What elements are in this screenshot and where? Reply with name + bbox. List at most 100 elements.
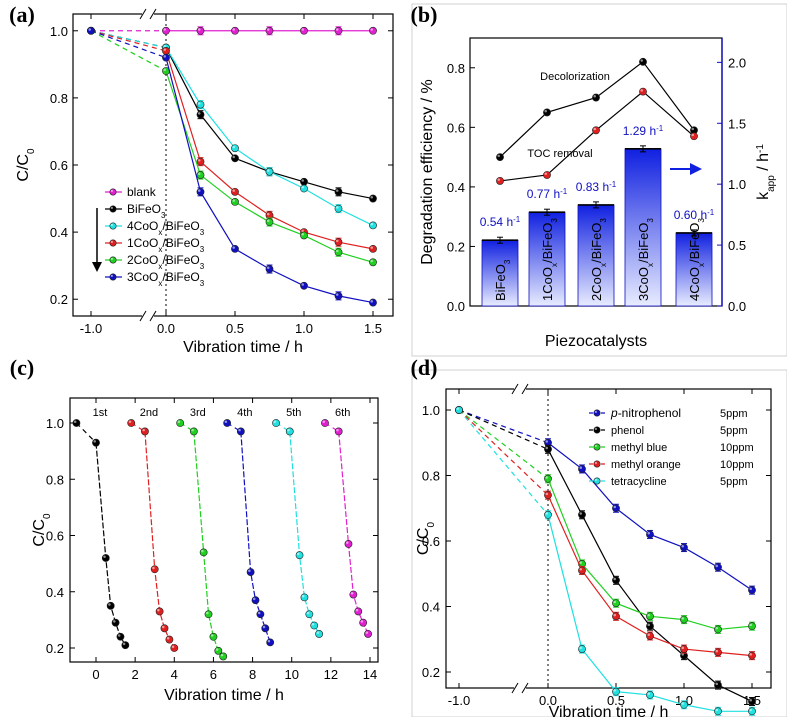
data-point-highlight [544, 172, 547, 175]
data-point-highlight [350, 592, 354, 595]
data-point [315, 630, 324, 638]
data-point [251, 596, 260, 605]
data-point-highlight [266, 266, 270, 270]
data-point-highlight [301, 185, 304, 189]
category-label: BiFeO3 [493, 259, 512, 301]
data-point-highlight [103, 555, 106, 558]
y-tick-label: 0.4 [447, 180, 465, 195]
data-point-highlight [197, 189, 201, 192]
data-point [578, 465, 586, 473]
data-point-highlight [177, 420, 181, 423]
data-point [612, 687, 620, 696]
data-point [544, 474, 552, 483]
text-segment: 0.83 h [576, 180, 609, 194]
data-point-highlight [691, 127, 694, 131]
y-axis-label-right: kapp / h-1 [755, 144, 777, 200]
data-point-highlight [301, 594, 305, 598]
data-point [92, 438, 100, 447]
data-point [334, 187, 343, 196]
data-point-highlight [335, 206, 339, 209]
data-point [334, 427, 343, 436]
x-tick-label: 1.5 [364, 321, 382, 336]
data-point-highlight [715, 649, 718, 653]
data-point [714, 648, 722, 657]
data-point-highlight [370, 246, 373, 249]
text-segment: -1 [755, 144, 766, 153]
data-point-highlight [370, 300, 373, 303]
x-tick-label: 0.0 [157, 321, 175, 336]
legend-marker [109, 205, 117, 213]
data-point-highlight [163, 55, 167, 58]
data-point [578, 510, 586, 519]
data-point-highlight [232, 246, 236, 249]
data-point-highlight [681, 617, 684, 620]
legend: p-nitrophenol 5ppm phenol 5ppm methyl blue 10… [589, 406, 754, 488]
run-label: 1st [93, 407, 108, 419]
data-point [544, 445, 552, 454]
text-segment: BiFeO [127, 202, 161, 216]
data-point-highlight [206, 611, 209, 615]
legend-marker [593, 443, 601, 451]
category-label: 4CoOx/BiFeO3 [687, 218, 706, 301]
text-segment: 3CoO [127, 270, 158, 284]
legend-label: BiFeO3 [127, 202, 166, 220]
y-tick-label: 0.2 [422, 665, 440, 680]
data-point-highlight [545, 512, 548, 515]
text-segment: x [599, 263, 608, 267]
data-point [646, 622, 654, 631]
data-point-highlight [88, 28, 91, 31]
data-point [265, 265, 274, 273]
x-tick-label: 1.0 [295, 321, 313, 336]
data-point [162, 53, 170, 62]
legend-marker-highlight [110, 189, 113, 193]
data-point [300, 281, 308, 290]
x-tick-label: 0.5 [226, 321, 244, 336]
y-tick-label: 0.8 [422, 469, 440, 484]
data-point [592, 93, 600, 102]
data-point-highlight [266, 212, 270, 216]
data-point-highlight [360, 620, 364, 623]
data-point-highlight [232, 199, 236, 202]
data-point-highlight [545, 492, 548, 496]
x-axis-label: Vibration time / h [183, 339, 303, 356]
data-point [196, 171, 205, 179]
data-point-highlight [73, 420, 77, 423]
data-point [544, 510, 552, 519]
data-point [680, 543, 688, 552]
legend-marker-highlight [594, 427, 597, 430]
data-point [748, 707, 756, 716]
data-point [176, 419, 185, 427]
data-point [204, 610, 213, 619]
data-point [364, 630, 372, 638]
data-point-highlight [163, 45, 167, 48]
text-segment: /BiFeO [636, 223, 651, 263]
data-point [680, 700, 688, 709]
data-point [196, 110, 205, 119]
axis-break-line [521, 682, 529, 694]
data-point-highlight [715, 682, 718, 686]
data-point-highlight [316, 631, 320, 634]
y-tick-label-right: 0.0 [728, 299, 746, 314]
y-tick-label: 0.2 [46, 641, 64, 656]
text-segment: 0.60 h [674, 208, 707, 222]
data-point [265, 218, 274, 226]
data-point-highlight [197, 172, 201, 176]
text-segment: k [755, 191, 772, 200]
series-Decolorization [496, 57, 698, 162]
legend-marker-highlight [110, 206, 113, 210]
axis-break-line [149, 310, 157, 322]
data-point [72, 419, 81, 427]
data-point-highlight [335, 28, 339, 31]
series-line [240, 431, 271, 643]
data-point-highlight [163, 48, 167, 51]
run-label: 4th [237, 407, 252, 419]
text-segment: -1 [513, 215, 521, 224]
data-point [646, 530, 654, 539]
text-segment: 0.54 h [480, 215, 513, 229]
legend-label: tetracycline [611, 476, 667, 488]
data-point-highlight [647, 633, 650, 636]
data-point-highlight [267, 639, 271, 643]
legend-label: 4CoOx/BiFeO3 [127, 219, 205, 237]
bar [624, 148, 662, 307]
data-point-highlight [306, 611, 310, 615]
